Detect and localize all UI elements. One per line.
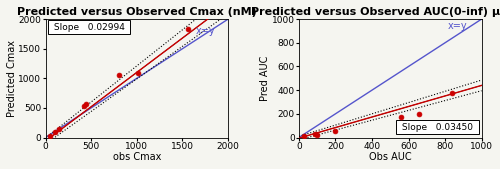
Text: x=y: x=y <box>196 26 215 36</box>
Title: Predicted versus Observed AUC(0-inf) μM*hr: Predicted versus Observed AUC(0-inf) μM*… <box>250 7 500 17</box>
X-axis label: Obs AUC: Obs AUC <box>369 152 412 162</box>
Title: Predicted versus Observed Cmax (nM): Predicted versus Observed Cmax (nM) <box>17 7 256 17</box>
Text: x=y: x=y <box>448 21 468 31</box>
Y-axis label: Predicted Cmax: Predicted Cmax <box>7 40 17 117</box>
Text: Slope   0.03450: Slope 0.03450 <box>399 123 476 132</box>
X-axis label: obs Cmax: obs Cmax <box>112 152 161 162</box>
Text: Slope   0.02994: Slope 0.02994 <box>51 23 128 32</box>
Y-axis label: Pred AUC: Pred AUC <box>260 56 270 101</box>
